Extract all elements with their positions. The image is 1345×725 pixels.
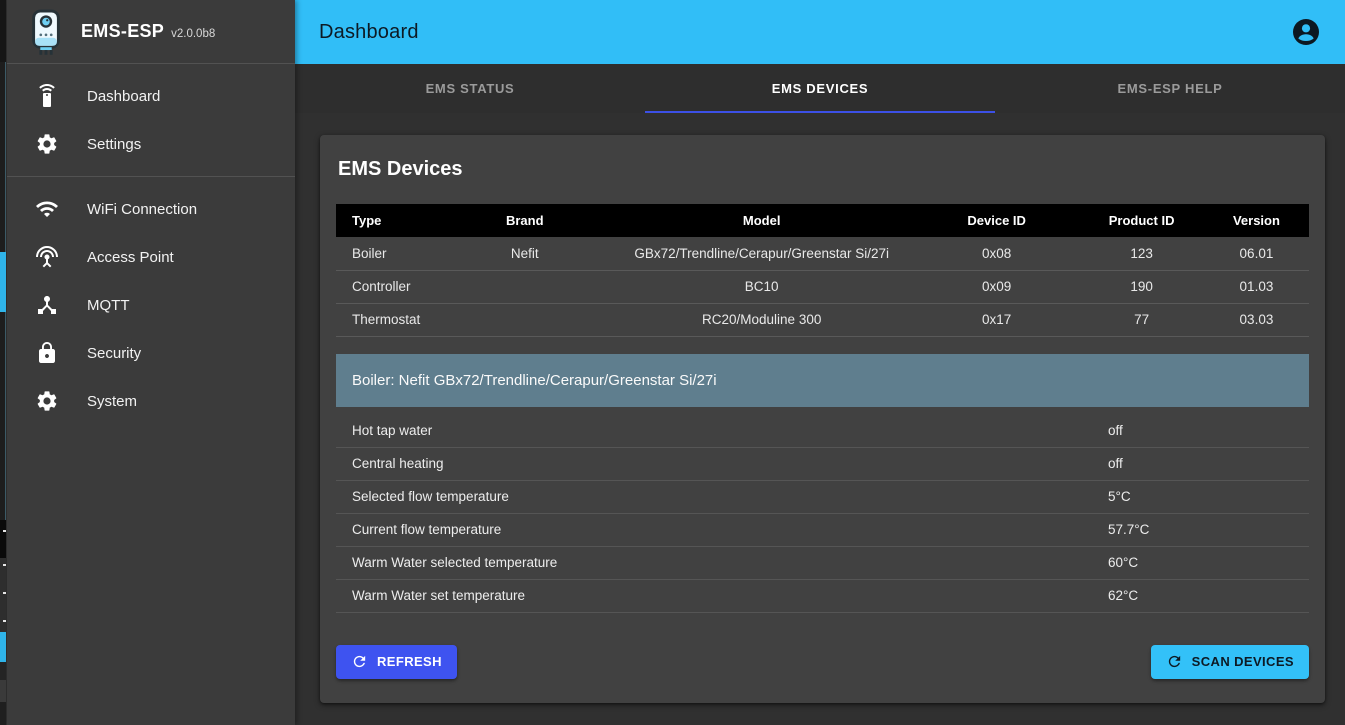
cell-version: 01.03	[1203, 270, 1309, 304]
detail-value: off	[1108, 456, 1123, 471]
scan-devices-button[interactable]: SCAN DEVICES	[1150, 644, 1309, 679]
boiler-logo-icon	[32, 9, 60, 55]
left-edge-artifact	[0, 0, 6, 725]
app-version: v2.0.0b8	[171, 28, 216, 40]
table-row: Controller BC10 0x09 190 01.03	[336, 270, 1309, 304]
detail-label: Warm Water set temperature	[352, 588, 526, 603]
sidebar-divider	[7, 176, 295, 177]
list-item: Warm Water selected temperature 60°C	[336, 547, 1309, 580]
detail-value: 5°C	[1108, 489, 1131, 504]
list-item: Selected flow temperature 5°C	[336, 481, 1309, 514]
page-title: Dashboard	[319, 20, 419, 43]
detail-label: Current flow temperature	[352, 522, 502, 537]
sidebar-item-wifi-connection[interactable]: WiFi Connection	[7, 185, 295, 233]
content-area: EMS Devices Type Brand Model Device ID P…	[295, 113, 1345, 725]
remote-device-icon	[39, 84, 55, 107]
column-header: Product ID	[1108, 213, 1175, 228]
cell-type: Controller	[336, 270, 441, 304]
refresh-button-label: REFRESH	[377, 654, 442, 669]
sidebar-item-label: Security	[87, 344, 142, 362]
account-icon[interactable]	[1291, 17, 1321, 47]
sidebar-item-mqtt[interactable]: MQTT	[7, 281, 295, 329]
cell-brand	[440, 303, 610, 337]
list-item: Hot tap water off	[336, 415, 1309, 448]
sidebar-item-system[interactable]: System	[7, 377, 295, 425]
app-name: EMS-ESP	[81, 21, 165, 41]
detail-value: off	[1108, 423, 1123, 438]
tab-ems-devices[interactable]: EMS DEVICES	[645, 64, 995, 113]
column-header: Type	[352, 213, 382, 228]
cell-model: RC20/Moduline 300	[609, 303, 914, 337]
tab-ems-esp-help[interactable]: EMS-ESP HELP	[1117, 81, 1223, 96]
column-header: Version	[1232, 213, 1280, 228]
sidebar: EMS-ESP v2.0.0b8 Dashboard Settings WiFi…	[7, 0, 295, 725]
cell-brand	[440, 270, 610, 304]
lock-icon	[39, 342, 55, 363]
gear-icon	[37, 134, 57, 154]
device-hub-icon	[38, 296, 56, 314]
detail-label: Central heating	[352, 456, 444, 471]
sidebar-item-label: System	[87, 392, 138, 410]
sidebar-item-label: Settings	[87, 135, 142, 153]
detail-value: 62°C	[1108, 588, 1139, 603]
list-item: Warm Water set temperature 62°C	[336, 580, 1309, 613]
cell-model: GBx72/Trendline/Cerapur/Greenstar Si/27i	[609, 237, 914, 271]
detail-label: Warm Water selected temperature	[352, 555, 558, 570]
column-header: Model	[742, 213, 781, 228]
table-row: Thermostat RC20/Moduline 300 0x17 77 03.…	[336, 303, 1309, 337]
cell-device-id: 0x09	[913, 270, 1080, 304]
detail-value: 60°C	[1108, 555, 1139, 570]
devices-table: Type Brand Model Device ID Product ID Ve…	[336, 204, 1309, 337]
card-title: EMS Devices	[338, 158, 463, 180]
cell-device-id: 0x08	[913, 237, 1080, 271]
refresh-button[interactable]: REFRESH	[336, 644, 457, 679]
column-header: Device ID	[967, 213, 1026, 228]
sidebar-item-settings[interactable]: Settings	[7, 120, 295, 168]
sidebar-item-access-point[interactable]: Access Point	[7, 233, 295, 281]
sidebar-nav: Dashboard Settings WiFi Connection Acces…	[7, 64, 295, 425]
table-row: Boiler Nefit GBx72/Trendline/Cerapur/Gre…	[336, 237, 1309, 271]
cell-model: BC10	[609, 270, 914, 304]
ems-devices-card: EMS Devices Type Brand Model Device ID P…	[320, 135, 1325, 703]
cell-product-id: 77	[1079, 303, 1204, 337]
cell-product-id: 123	[1079, 237, 1204, 271]
table-header-row: Type Brand Model Device ID Product ID Ve…	[336, 204, 1309, 237]
tab-ems-status[interactable]: EMS STATUS	[425, 81, 515, 96]
boiler-details-list: Hot tap water off Central heating off Se…	[336, 415, 1309, 613]
cell-version: 06.01	[1203, 237, 1309, 271]
wifi-icon	[36, 201, 58, 217]
sidebar-item-security[interactable]: Security	[7, 329, 295, 377]
sidebar-item-dashboard[interactable]: Dashboard	[7, 72, 295, 120]
scan-devices-button-label: SCAN DEVICES	[1191, 654, 1294, 669]
refresh-icon	[1168, 655, 1180, 668]
sidebar-item-label: WiFi Connection	[87, 200, 198, 218]
detail-value: 57.7°C	[1108, 522, 1150, 537]
appbar: Dashboard	[295, 0, 1345, 64]
cell-type: Boiler	[336, 237, 441, 271]
actions-row: REFRESH SCAN DEVICES	[336, 644, 1309, 679]
antenna-icon	[36, 246, 58, 268]
detail-label: Hot tap water	[352, 423, 433, 438]
list-item: Central heating off	[336, 448, 1309, 481]
sidebar-item-label: Access Point	[87, 248, 174, 266]
tab-bar: EMS STATUS EMS DEVICES EMS-ESP HELP	[295, 64, 1345, 113]
sidebar-item-label: Dashboard	[87, 87, 161, 105]
sidebar-item-label: MQTT	[87, 296, 130, 314]
cell-device-id: 0x17	[913, 303, 1080, 337]
gear-icon	[37, 391, 57, 411]
refresh-icon	[353, 655, 366, 668]
cell-brand: Nefit	[440, 237, 610, 271]
cell-product-id: 190	[1079, 270, 1204, 304]
list-item: Current flow temperature 57.7°C	[336, 514, 1309, 547]
column-header: Brand	[505, 213, 544, 228]
cell-type: Thermostat	[336, 303, 441, 337]
detail-label: Selected flow temperature	[352, 489, 509, 504]
cell-version: 03.03	[1203, 303, 1309, 337]
boiler-section-header: Boiler: Nefit GBx72/Trendline/Cerapur/Gr…	[336, 353, 1309, 407]
sidebar-header: EMS-ESP v2.0.0b8	[7, 0, 295, 64]
